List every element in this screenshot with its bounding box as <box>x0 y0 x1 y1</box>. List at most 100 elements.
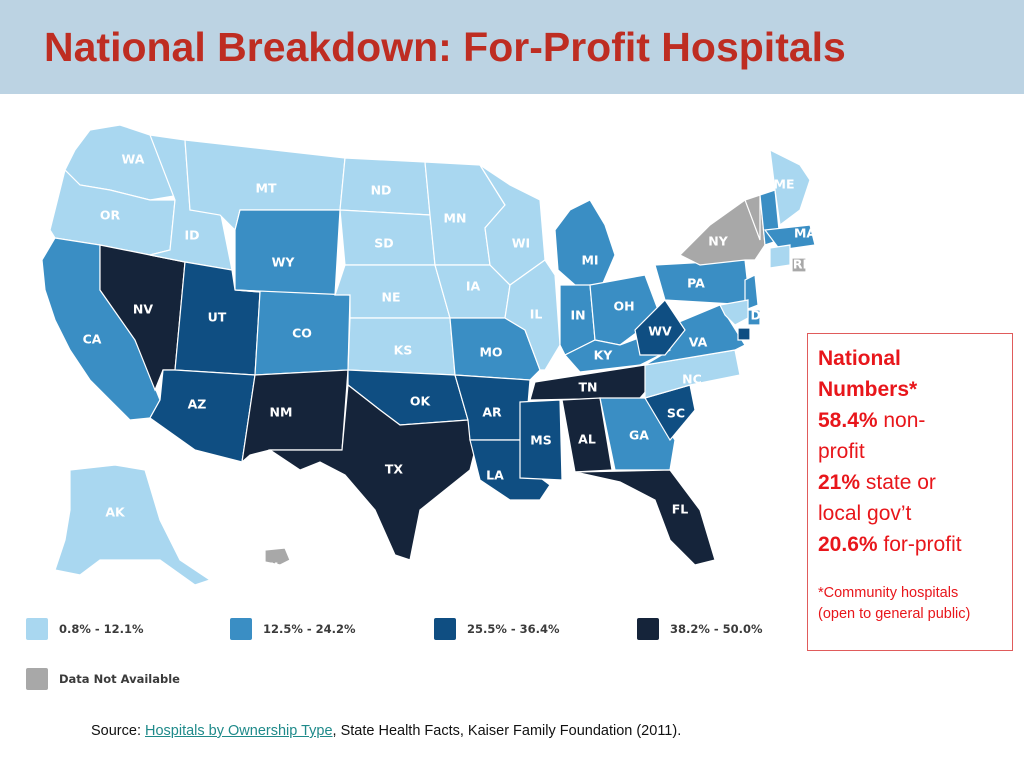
state-az[interactable]: AZ <box>149 369 256 463</box>
state-dc[interactable]: DC <box>737 327 768 361</box>
state-nd[interactable]: ND <box>339 157 431 216</box>
state-shape-tx[interactable] <box>268 383 476 561</box>
state-de[interactable]: DE <box>747 308 770 326</box>
state-label-mt: MT <box>256 181 277 196</box>
legend-swatch-tier-4 <box>637 618 659 640</box>
state-shape-mi[interactable] <box>554 199 616 291</box>
state-wi[interactable]: WI <box>479 164 546 286</box>
state-ak[interactable]: AK <box>54 464 212 586</box>
state-label-ga: GA <box>629 428 649 443</box>
state-shape-az[interactable] <box>149 369 256 463</box>
callout-nonprofit-line-2: profit <box>818 440 865 463</box>
state-ct[interactable]: CT <box>769 244 791 288</box>
state-label-ny: NY <box>708 234 728 249</box>
state-label-al: AL <box>578 432 596 447</box>
state-shape-de[interactable] <box>747 309 761 326</box>
state-ri[interactable]: RI <box>791 257 807 273</box>
state-hi[interactable]: HI <box>263 547 291 575</box>
us-choropleth-map: WA OR CA NV ID MT WY UT AZ CO NM ND SD NE KS OK TX MN IA MO… <box>22 110 822 600</box>
state-fl[interactable]: FL <box>574 469 716 566</box>
state-label-ia: IA <box>466 279 481 294</box>
state-shape-il[interactable] <box>504 259 561 371</box>
state-nm[interactable]: NM <box>241 369 349 464</box>
state-sd[interactable]: SD <box>339 209 436 266</box>
state-label-wv: WV <box>648 324 672 339</box>
callout-forprofit-line: 20.6% for-profit <box>818 529 1002 560</box>
state-label-tx: TX <box>385 462 404 477</box>
legend-label: 38.2% - 50.0% <box>670 622 763 636</box>
state-label-il: IL <box>530 307 543 322</box>
state-wy[interactable]: WY <box>234 209 341 296</box>
state-in[interactable]: IN <box>559 284 596 356</box>
state-shape-vt[interactable] <box>744 194 761 241</box>
state-shape-wy[interactable] <box>234 209 341 296</box>
state-label-nj: NJ <box>758 291 773 306</box>
state-wv[interactable]: WV <box>634 299 686 356</box>
state-label-nm: NM <box>270 405 293 420</box>
state-label-va: VA <box>689 335 708 350</box>
state-me[interactable]: ME <box>769 148 811 227</box>
state-label-co: CO <box>292 326 312 341</box>
source-prefix: Source: <box>91 723 145 739</box>
state-tx[interactable]: TX <box>268 383 476 561</box>
state-ms[interactable]: MS <box>519 399 563 481</box>
state-label-pa: PA <box>687 276 705 291</box>
callout-gov-line: 21% state or <box>818 467 1002 498</box>
state-label-id: ID <box>184 228 199 243</box>
state-label-wi: WI <box>512 236 530 251</box>
national-numbers-callout: National Numbers* 58.4% non- profit 21% … <box>807 333 1013 651</box>
state-ks[interactable]: KS <box>347 317 456 376</box>
state-shape-wv[interactable] <box>634 299 686 356</box>
state-label-oh: OH <box>613 299 634 314</box>
state-nj[interactable]: NJ <box>744 274 774 311</box>
state-nc[interactable]: NC <box>644 349 741 399</box>
legend-item-not-available: Data Not Available <box>26 668 180 690</box>
source-link[interactable]: Hospitals by Ownership Type <box>145 723 333 739</box>
state-shape-me[interactable] <box>769 148 811 227</box>
state-label-ca: CA <box>83 332 102 347</box>
state-shape-ri[interactable] <box>791 257 807 273</box>
state-label-ar: AR <box>482 405 502 420</box>
state-mi[interactable]: MI <box>554 199 616 291</box>
state-shape-ms[interactable] <box>519 399 563 481</box>
state-label-de: DE <box>751 308 770 323</box>
state-shape-md[interactable] <box>719 299 749 326</box>
state-pa[interactable]: PA <box>654 259 751 306</box>
legend-item-tier-2: 12.5% - 24.2% <box>230 618 356 640</box>
state-shape-ak[interactable] <box>54 464 212 586</box>
state-mn[interactable]: MN <box>424 161 506 266</box>
state-label-mi: MI <box>581 253 598 268</box>
state-label-mo: MO <box>479 345 502 360</box>
state-co[interactable]: CO <box>234 289 351 376</box>
state-shape-nm[interactable] <box>241 369 349 464</box>
state-label-hi: HI <box>263 560 278 575</box>
state-label-la: LA <box>486 468 504 483</box>
state-label-wa: WA <box>122 152 145 167</box>
state-shape-al[interactable] <box>561 397 613 473</box>
state-ia[interactable]: IA <box>434 264 511 319</box>
legend-swatch-tier-3 <box>434 618 456 640</box>
state-shape-dc[interactable] <box>737 327 751 341</box>
state-label-ks: KS <box>394 343 413 358</box>
title-band <box>0 0 1024 94</box>
state-shape-ma[interactable] <box>763 224 816 251</box>
legend-label: Data Not Available <box>59 672 180 686</box>
state-shape-ct[interactable] <box>769 244 791 269</box>
state-shape-hi[interactable] <box>264 547 291 566</box>
state-label-vt: VT <box>714 179 733 194</box>
state-label-ne: NE <box>381 290 400 305</box>
state-sc[interactable]: SC <box>644 384 696 442</box>
state-al[interactable]: AL <box>561 397 613 473</box>
nonprofit-text: non- <box>877 409 926 432</box>
forprofit-text: for-profit <box>877 533 962 556</box>
legend-label: 12.5% - 24.2% <box>263 622 356 636</box>
map-legend: 0.8% - 12.1% 12.5% - 24.2% 25.5% - 36.4%… <box>26 618 816 698</box>
legend-swatch-tier-1 <box>26 618 48 640</box>
state-il[interactable]: IL <box>504 259 561 371</box>
callout-heading-line1: National <box>818 347 901 370</box>
state-ne[interactable]: NE <box>334 264 451 319</box>
legend-label: 25.5% - 36.4% <box>467 622 560 636</box>
state-ma[interactable]: MA <box>763 224 816 251</box>
state-shape-fl[interactable] <box>574 469 716 566</box>
state-vt[interactable]: VT <box>714 179 761 241</box>
